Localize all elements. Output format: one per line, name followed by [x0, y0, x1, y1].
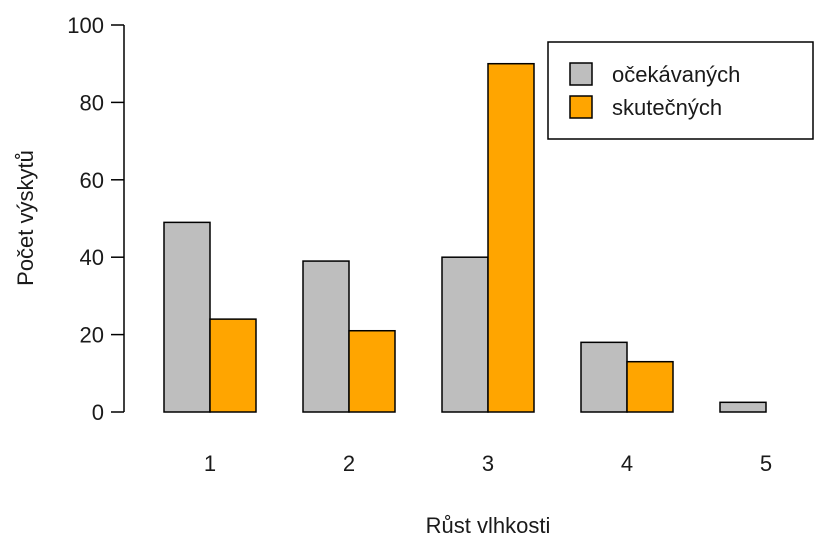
- y-tick-label: 20: [80, 323, 104, 348]
- bar-ocekavanych-5: [719, 401, 767, 413]
- x-tick-label: 4: [621, 451, 633, 476]
- bar-skutecnych-3: [487, 62, 535, 413]
- x-tick-label: 5: [760, 451, 772, 476]
- x-tick-label: 1: [204, 451, 216, 476]
- bar-skutecnych-4: [626, 360, 674, 413]
- bars: [163, 62, 767, 413]
- bar-ocekavanych-3: [441, 256, 489, 413]
- bar-ocekavanych-4: [580, 341, 628, 413]
- x-axis-labels: 1 2 3 4 5: [204, 451, 772, 476]
- legend-label: očekávaných: [612, 62, 740, 87]
- bar-ocekavanych-2: [302, 260, 350, 413]
- y-tick-label: 60: [80, 168, 104, 193]
- legend-swatch: [569, 95, 593, 119]
- legend: očekávaných skutečných: [547, 41, 814, 140]
- y-tick-label: 40: [80, 245, 104, 270]
- legend-box: [547, 41, 814, 140]
- legend-swatch: [569, 62, 593, 86]
- y-tick-label: 100: [67, 13, 104, 38]
- bar-ocekavanych-1: [163, 221, 211, 413]
- x-axis-title: Růst vlhkosti: [426, 513, 551, 538]
- x-tick-label: 2: [343, 451, 355, 476]
- bar-skutecnych-2: [348, 329, 396, 413]
- y-axis-title: Počet výskytů: [13, 150, 38, 286]
- y-tick-label: 80: [80, 90, 104, 115]
- y-tick-label: 0: [92, 400, 104, 425]
- x-tick-label: 3: [482, 451, 494, 476]
- legend-label: skutečných: [612, 95, 722, 120]
- bar-skutecnych-1: [209, 318, 257, 413]
- y-axis: 0 20 40 60 80 100: [67, 13, 125, 425]
